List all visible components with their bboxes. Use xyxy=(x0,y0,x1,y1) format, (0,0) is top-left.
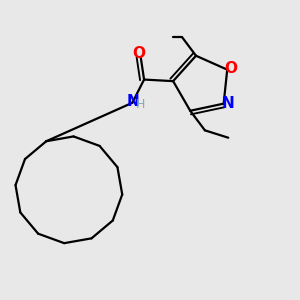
Text: H: H xyxy=(136,98,146,110)
Text: N: N xyxy=(222,96,234,111)
Text: N: N xyxy=(127,94,139,109)
Text: O: O xyxy=(225,61,238,76)
Text: O: O xyxy=(133,46,146,61)
